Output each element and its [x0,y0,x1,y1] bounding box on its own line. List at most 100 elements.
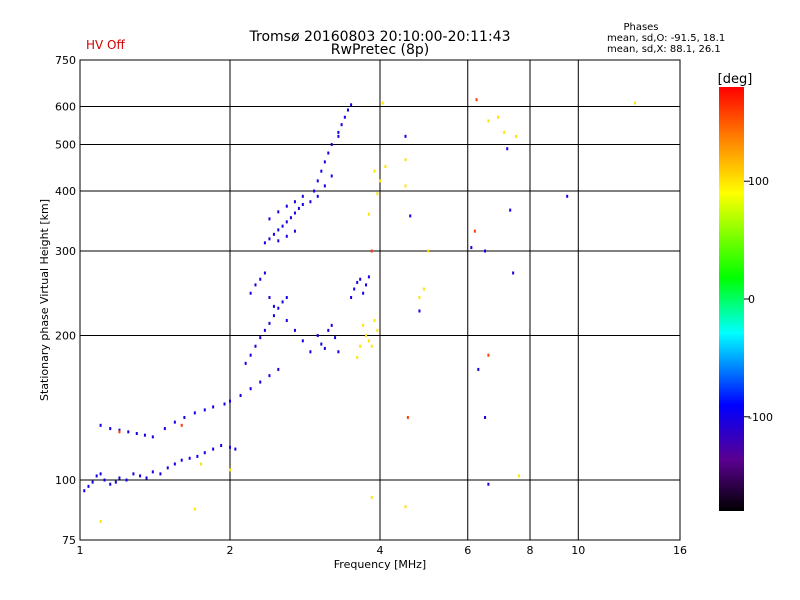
data-point [277,228,280,232]
data-point [359,277,362,281]
data-point [173,462,176,466]
data-point [203,451,206,455]
data-point [487,482,490,486]
data-point [301,339,304,343]
data-point [309,350,312,354]
data-point [183,415,186,419]
data-point [125,478,128,482]
data-point [163,427,166,431]
data-point [103,478,106,482]
data-point [118,476,121,480]
data-point [370,344,373,348]
data-point [109,482,112,486]
data-point [301,202,304,206]
data-point [356,280,359,284]
data-point [404,184,407,188]
data-point [259,380,262,384]
data-point [373,169,376,173]
x-tick-label: 8 [527,544,534,557]
data-point [293,328,296,332]
data-point [320,342,323,346]
data-point [370,249,373,253]
data-point [316,334,319,338]
data-point [239,394,242,398]
data-point [159,472,162,476]
data-point [99,519,102,523]
data-point [496,115,499,119]
data-point [289,216,292,220]
data-point [353,287,356,291]
data-point [323,184,326,188]
data-point [277,367,280,371]
data-point [330,143,333,147]
data-point [229,468,231,472]
y-tick-label: 500 [55,139,76,152]
x-axis-label: Frequency [MHz] [334,558,426,571]
data-point [263,241,266,245]
x-tick-label: 2 [227,544,234,557]
colorbar [719,87,744,511]
data-point [509,208,512,212]
data-point [200,462,203,466]
x-tick-label: 10 [571,544,585,557]
data-point [404,134,407,138]
data-point [350,296,353,300]
data-point [634,101,637,105]
data-point [277,306,280,310]
y-tick-label: 600 [55,101,76,114]
colorbar-label: [deg] [718,72,753,87]
data-point [359,344,362,348]
data-point [473,229,476,233]
data-point [346,108,349,112]
data-point [503,130,506,134]
colorbar-tick-label: -100 [748,411,773,424]
data-point [337,134,340,138]
data-point [376,328,379,332]
data-point [517,474,520,478]
data-point [381,101,384,105]
data-point [193,507,196,511]
data-points [83,98,637,523]
data-point [337,350,340,354]
data-point [404,505,407,509]
data-point [254,344,257,348]
data-point [379,179,381,183]
data-point [316,179,319,183]
data-point [268,237,271,241]
data-point [166,466,169,470]
data-point [512,271,515,275]
data-point [376,192,379,196]
data-point [212,405,215,409]
data-point [151,470,154,474]
data-point [249,353,252,357]
data-point [370,495,373,499]
data-point [268,321,271,325]
data-point [487,353,490,357]
data-point [362,323,365,327]
data-point [475,98,478,102]
y-axis-label: Stationary phase Virtual Height [km] [38,199,51,401]
data-point [285,318,288,322]
data-point [285,220,288,224]
chart-title-line1: Tromsø 20160803 20:10:00-20:11:43 [249,29,511,45]
data-point [281,224,284,228]
data-point [293,200,296,204]
data-point [293,211,296,215]
data-point [323,160,326,164]
data-point [484,249,487,253]
data-point [404,158,407,162]
data-point [301,194,304,198]
data-point [139,474,142,478]
data-point [418,309,421,313]
data-point [212,447,215,451]
data-point [427,249,430,253]
data-point [114,480,117,484]
data-point [309,200,312,204]
data-point [367,275,370,279]
colorbar-tick-label: 100 [748,175,769,188]
data-point [127,430,130,434]
data-point [244,361,247,365]
y-tick-label: 400 [55,185,76,198]
data-point [223,402,226,406]
